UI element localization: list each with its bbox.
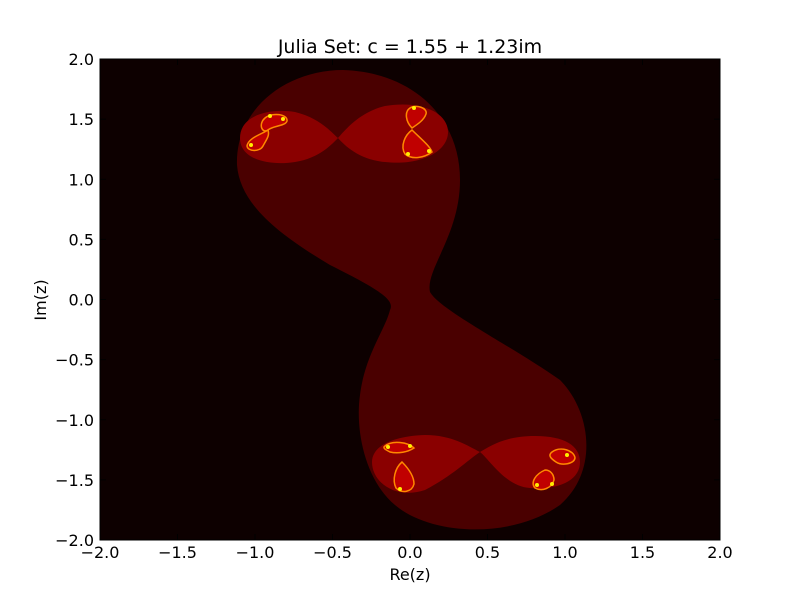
y-tick-label: 0.0	[69, 291, 94, 310]
outer-escape-region	[236, 70, 587, 530]
inner-lobe-bottom-right	[480, 436, 580, 489]
julia-fractal-image	[236, 70, 587, 530]
spark-point	[281, 117, 285, 121]
spark-point	[386, 445, 390, 449]
spark-point	[412, 106, 416, 110]
bright-core-bottom-right	[532, 448, 576, 491]
y-tick-label: 1.5	[69, 110, 94, 129]
spark-point	[406, 152, 410, 156]
core-bulb	[260, 113, 288, 132]
spark-point	[427, 149, 431, 153]
y-tick-label: 0.5	[69, 230, 94, 249]
x-axis: −2.0 −1.5 −1.0 −0.5 0.0 0.5 1.0 1.5 2.0	[81, 59, 733, 562]
y-tick-label: −0.5	[55, 351, 94, 370]
bright-core-top-left	[246, 113, 288, 152]
x-tick-label: 0.0	[397, 543, 422, 562]
y-tick-label: −1.0	[55, 411, 94, 430]
core-bulb	[393, 460, 415, 493]
spark-point	[268, 114, 272, 118]
spark-point	[535, 483, 539, 487]
y-tick-label: −1.5	[55, 471, 94, 490]
x-tick-label: 1.5	[630, 543, 655, 562]
x-tick-label: −1.0	[236, 543, 275, 562]
x-tick-label: 2.0	[707, 543, 732, 562]
y-tick-label: 1.0	[69, 170, 94, 189]
spark-point	[398, 487, 402, 491]
x-axis-label: Re(z)	[389, 565, 430, 584]
core-bulb	[402, 129, 433, 159]
y-tick-label: −2.0	[55, 531, 94, 550]
bright-core-bottom-left	[383, 441, 416, 493]
core-bulb	[405, 105, 427, 129]
x-tick-label: 1.0	[552, 543, 577, 562]
spark-point	[408, 444, 412, 448]
spark-point	[249, 143, 253, 147]
spark-point	[550, 482, 554, 486]
core-bulb	[383, 441, 416, 454]
y-axis-label: Im(z)	[31, 279, 50, 320]
x-tick-label: −1.5	[158, 543, 197, 562]
spark-point	[565, 453, 569, 457]
y-tick-label: 2.0	[69, 50, 94, 69]
chart-title: Julia Set: c = 1.55 + 1.23im	[277, 36, 542, 58]
x-tick-label: −0.5	[313, 543, 352, 562]
y-axis: 2.0 1.5 1.0 0.5 0.0 −0.5 −1.0 −1.5 −2.0	[55, 50, 720, 550]
x-tick-label: −2.0	[81, 543, 120, 562]
bright-core-top-right	[402, 105, 433, 159]
core-bulb	[549, 448, 576, 465]
x-tick-label: 0.5	[475, 543, 500, 562]
